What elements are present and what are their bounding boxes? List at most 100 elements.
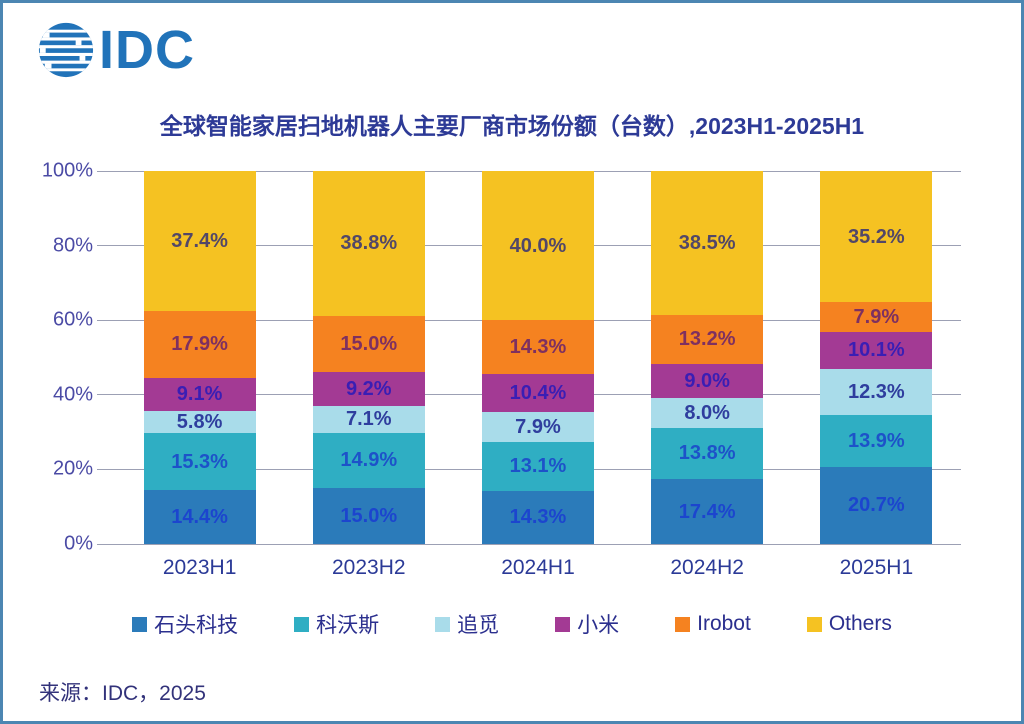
segment-石头科技: 14.3% [481, 490, 594, 544]
segment-value-label: 37.4% [171, 229, 228, 252]
segment-value-label: 9.0% [684, 369, 730, 392]
legend-label: Others [828, 612, 892, 635]
y-axis-tick [97, 170, 115, 172]
plot-area: 14.4% 15.3% 5.8% 9.1% 17.9% 37.4% 15.0% 14.9% 7.… [115, 170, 961, 545]
legend-label: 追觅 [457, 614, 500, 637]
legend-item-小米: 小米 [555, 609, 619, 639]
segment-Others: 38.8% [312, 171, 425, 316]
segment-value-label: 38.5% [678, 231, 736, 254]
segment-追觅: 7.9% [481, 412, 594, 442]
segment-Irobot: 7.9% [820, 302, 933, 332]
x-axis-label: 2024H2 [670, 556, 744, 579]
segment-value-label: 17.9% [171, 333, 228, 356]
segment-科沃斯: 13.9% [820, 415, 933, 467]
segment-追觅: 8.0% [651, 397, 764, 428]
y-axis-label: 40% [52, 383, 93, 406]
segment-value-label: 35.2% [847, 225, 905, 248]
legend-swatch-icon [132, 616, 148, 632]
segment-value-label: 14.3% [509, 335, 567, 358]
legend-swatch-icon [806, 616, 822, 632]
segment-value-label: 38.8% [340, 232, 398, 255]
legend-item-石头科技: 石头科技 [132, 609, 238, 639]
x-axis-label: 2025H1 [839, 556, 914, 579]
segment-科沃斯: 14.9% [312, 432, 425, 489]
y-axis-tick [97, 394, 115, 396]
segment-追觅: 12.3% [820, 369, 933, 416]
chart-title: 全球智能家居扫地机器人主要厂商市场份额（台数）,2023H1-2025H1 [159, 113, 865, 139]
segment-value-label: 13.9% [847, 429, 905, 452]
y-axis-label: 80% [52, 234, 93, 257]
segment-科沃斯: 15.3% [143, 433, 256, 491]
legend-item-追觅: 追觅 [435, 609, 499, 639]
segment-value-label: 12.3% [847, 381, 905, 404]
legend-label: 小米 [577, 614, 620, 637]
legend-swatch-icon [294, 616, 310, 632]
segment-value-label: 13.1% [509, 455, 567, 478]
segment-石头科技: 17.4% [651, 479, 764, 544]
idc-logo-text: IDC [99, 20, 195, 80]
y-axis-tick [97, 468, 115, 470]
bar-2023H1: 14.4% 15.3% 5.8% 9.1% 17.9% 37.4% [143, 171, 256, 544]
segment-追觅: 7.1% [312, 406, 425, 433]
bar-2023H2: 15.0% 14.9% 7.1% 9.2% 15.0% 38.8% [312, 171, 425, 544]
segment-Irobot: 13.2% [651, 314, 764, 365]
y-axis-tick [97, 319, 115, 321]
segment-石头科技: 20.7% [820, 466, 933, 544]
segment-Irobot: 14.3% [481, 320, 594, 374]
segment-value-label: 9.2% [345, 377, 392, 400]
segment-value-label: 7.1% [345, 408, 392, 431]
segment-value-label: 8.0% [684, 401, 730, 424]
legend: 石头科技 科沃斯 追觅 小米 Irobot Others [3, 609, 1021, 639]
legend-label: 科沃斯 [316, 614, 380, 637]
segment-value-label: 10.4% [509, 381, 567, 404]
segment-value-label: 20.7% [847, 494, 905, 517]
legend-item-科沃斯: 科沃斯 [294, 609, 379, 639]
legend-swatch-icon [555, 616, 571, 632]
segment-value-label: 5.8% [176, 411, 223, 434]
segment-Others: 37.4% [143, 171, 256, 311]
legend-swatch-icon [435, 616, 451, 632]
x-axis-label: 2023H2 [332, 556, 406, 579]
segment-value-label: 7.9% [853, 305, 900, 328]
segment-value-label: 15.0% [340, 332, 398, 355]
legend-label: Irobot [697, 612, 751, 635]
segment-追觅: 5.8% [143, 411, 256, 434]
segment-科沃斯: 13.8% [651, 427, 764, 480]
bar-2024H1: 14.3% 13.1% 7.9% 10.4% 14.3% 40.0% [481, 171, 594, 544]
segment-Others: 40.0% [481, 171, 594, 321]
segment-小米: 9.1% [143, 377, 256, 412]
legend-item-Others: Others [806, 612, 892, 636]
gridline [115, 543, 961, 545]
x-axis-label: 2024H1 [501, 556, 575, 579]
segment-value-label: 14.3% [509, 506, 567, 529]
bars: 14.4% 15.3% 5.8% 9.1% 17.9% 37.4% 15.0% 14.9% 7.… [115, 171, 961, 544]
segment-小米: 9.0% [651, 364, 764, 398]
idc-logo: IDC [37, 21, 195, 79]
segment-Others: 38.5% [651, 171, 764, 315]
segment-Irobot: 15.0% [312, 315, 425, 372]
segment-value-label: 15.0% [340, 505, 398, 528]
segment-小米: 9.2% [312, 371, 425, 407]
segment-石头科技: 15.0% [312, 488, 425, 544]
segment-科沃斯: 13.1% [481, 441, 594, 491]
bar-2024H2: 17.4% 13.8% 8.0% 9.0% 13.2% 38.5% [651, 171, 764, 544]
bar-2025H1: 20.7% 13.9% 12.3% 10.1% 7.9% 35.2% [820, 171, 933, 544]
segment-小米: 10.4% [481, 373, 594, 413]
y-axis-tick [97, 245, 115, 247]
segment-value-label: 15.3% [171, 450, 228, 473]
legend-swatch-icon [675, 616, 691, 632]
segment-value-label: 9.1% [176, 383, 223, 406]
idc-globe-icon [38, 22, 94, 78]
legend-item-Irobot: Irobot [675, 612, 751, 636]
y-axis-label: 20% [52, 457, 93, 480]
y-axis-label: 60% [52, 308, 93, 331]
segment-小米: 10.1% [820, 331, 933, 370]
y-axis-label: 0% [64, 532, 93, 555]
y-axis-label: 100% [41, 159, 93, 182]
gridline [115, 170, 961, 172]
segment-value-label: 14.4% [171, 506, 228, 529]
segment-value-label: 14.9% [340, 449, 398, 472]
segment-value-label: 13.2% [678, 328, 736, 351]
segment-value-label: 7.9% [515, 416, 561, 439]
